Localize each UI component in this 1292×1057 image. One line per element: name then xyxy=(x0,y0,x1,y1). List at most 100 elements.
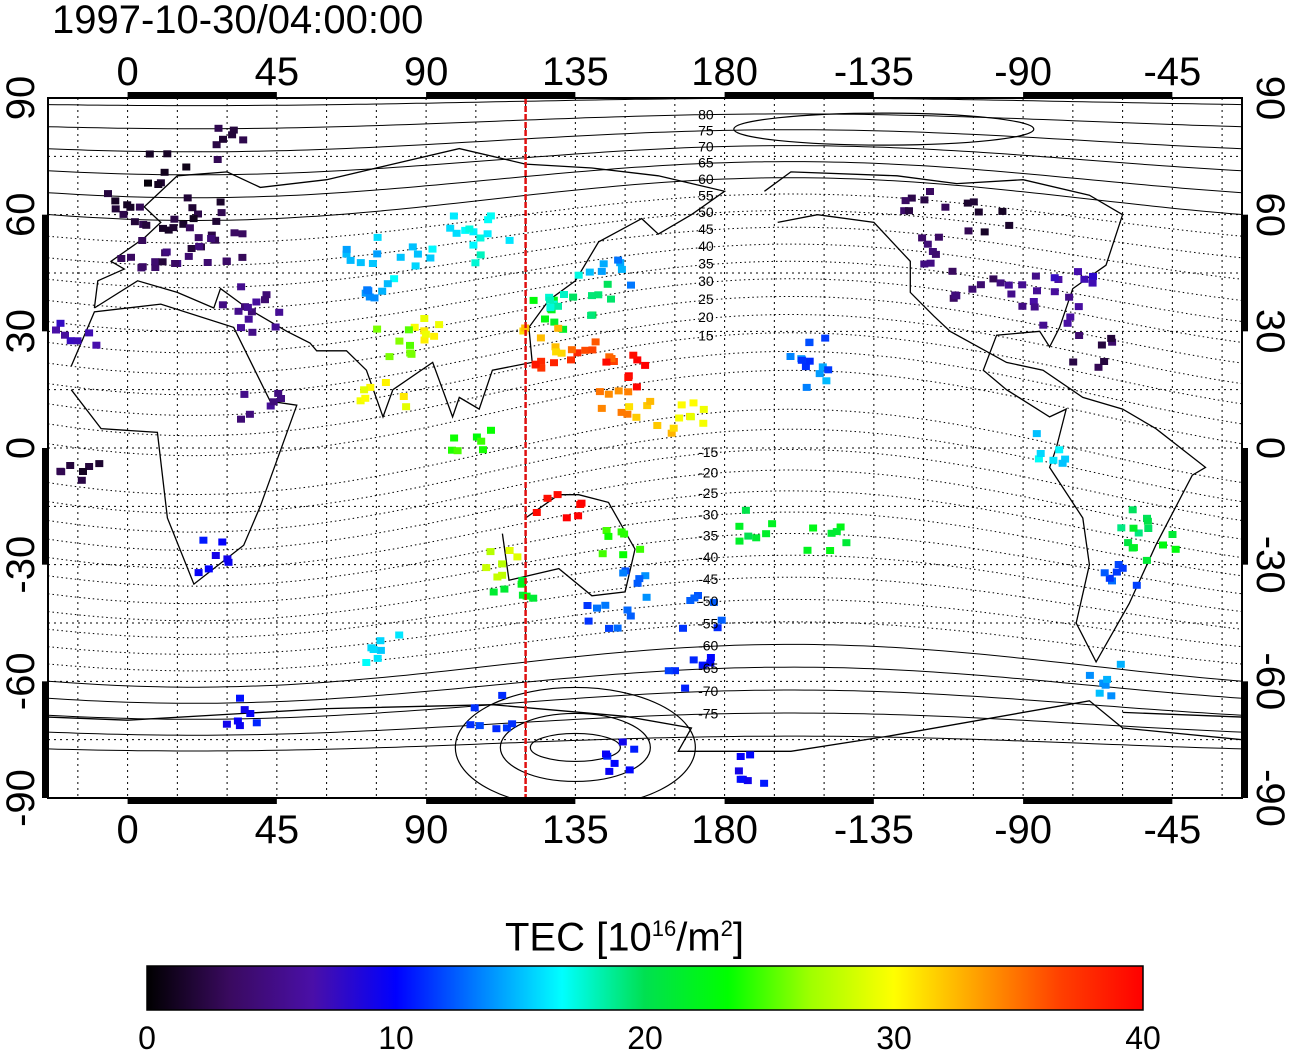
tec-sample xyxy=(623,606,632,614)
tec-sample xyxy=(194,234,203,242)
tec-sample xyxy=(1066,313,1075,321)
contour-line xyxy=(48,129,1242,153)
tec-sample xyxy=(376,646,385,654)
tec-sample xyxy=(373,233,382,241)
tec-sample xyxy=(1101,681,1110,689)
tec-sample xyxy=(1069,358,1078,366)
tec-sample xyxy=(266,402,275,410)
tec-sample xyxy=(356,259,365,267)
tec-sample xyxy=(453,447,462,455)
tec-sample xyxy=(537,357,546,365)
tec-sample xyxy=(269,398,278,406)
tec-sample xyxy=(492,725,501,733)
tec-sample xyxy=(1116,660,1125,668)
contour-label: -65 xyxy=(698,660,718,676)
tec-sample xyxy=(373,250,382,258)
tec-sample xyxy=(620,530,629,538)
tec-sample xyxy=(170,215,179,223)
tec-sample xyxy=(926,188,934,195)
tec-sample xyxy=(1132,581,1141,589)
tec-sample xyxy=(602,527,611,534)
tec-sample xyxy=(743,777,752,785)
tec-sample xyxy=(435,321,444,329)
tec-sample xyxy=(602,750,610,758)
tec-sample xyxy=(111,205,120,213)
tec-sample xyxy=(237,283,246,291)
tec-sample xyxy=(171,260,180,267)
tec-sample xyxy=(741,506,750,514)
tec-sample xyxy=(1128,506,1137,514)
tec-sample xyxy=(567,356,575,364)
y-tick-label: 0 xyxy=(0,437,43,459)
tec-sample xyxy=(247,308,256,316)
tec-sample xyxy=(667,429,676,437)
contour-label: -25 xyxy=(698,485,718,501)
tec-sample xyxy=(619,551,628,559)
tec-sample xyxy=(119,210,128,218)
tec-sample xyxy=(262,291,271,299)
tec-sample xyxy=(428,245,437,253)
tec-sample xyxy=(588,346,597,354)
tec-sample xyxy=(1117,524,1126,532)
tec-sample xyxy=(500,585,509,593)
tec-sample xyxy=(689,399,698,407)
tec-sample xyxy=(163,150,172,158)
tec-sample xyxy=(211,552,220,559)
pole-contour xyxy=(529,732,621,763)
tec-sample xyxy=(184,252,193,260)
tec-sample xyxy=(164,226,173,234)
x-tick-label: -135 xyxy=(834,50,914,94)
tec-sample xyxy=(356,397,365,405)
tec-sample xyxy=(498,560,507,568)
colorbar-title: TEC [1016/m2] xyxy=(505,915,745,960)
tec-sample xyxy=(493,573,502,581)
tec-sample xyxy=(976,281,985,289)
x-tick-label: -135 xyxy=(834,808,914,852)
tec-sample xyxy=(581,346,590,354)
tec-sample xyxy=(369,646,378,653)
tec-sample xyxy=(998,207,1007,215)
tec-sample xyxy=(229,126,238,134)
tec-sample xyxy=(554,324,563,332)
tec-sample xyxy=(450,434,459,442)
tec-sample xyxy=(130,218,139,226)
tec-sample xyxy=(550,318,559,326)
tec-sample xyxy=(182,163,191,171)
tec-sample xyxy=(1124,539,1133,547)
tec-sample xyxy=(677,401,686,409)
x-tick-label: 90 xyxy=(404,808,449,852)
x-axis-bottom-ticks: 0 45 90 135 180 -135 -90 -45 xyxy=(116,808,1201,852)
contour-line xyxy=(48,408,1242,495)
tec-sample xyxy=(185,224,194,232)
tec-sample xyxy=(907,194,916,202)
frame-bar xyxy=(724,92,874,98)
tec-sample xyxy=(508,720,517,728)
tec-sample xyxy=(752,534,761,542)
tec-sample xyxy=(1129,524,1138,532)
frame-tick-bars xyxy=(42,92,1248,804)
tec-sample xyxy=(964,227,973,235)
tec-sample xyxy=(569,293,578,301)
tec-sample xyxy=(498,691,507,699)
tec-sample xyxy=(476,234,485,242)
tec-sample xyxy=(832,528,841,536)
tec-sample xyxy=(138,263,147,271)
tec-sample xyxy=(826,547,835,554)
tec-sample xyxy=(1029,298,1038,305)
contour-label: 25 xyxy=(698,291,714,307)
tec-sample xyxy=(222,257,231,265)
contour-line xyxy=(48,621,1242,672)
contour-label: -20 xyxy=(698,464,718,480)
tec-sample xyxy=(675,414,684,422)
tec-sample xyxy=(1118,564,1127,572)
tec-sample xyxy=(803,546,812,554)
tec-sample xyxy=(448,446,456,454)
tec-sample xyxy=(513,553,522,561)
tec-sample xyxy=(477,437,486,445)
tec-sample xyxy=(934,233,943,241)
x-tick-label: -90 xyxy=(994,50,1052,94)
tec-sample xyxy=(399,393,408,400)
tec-sample xyxy=(404,326,413,334)
pole-contour xyxy=(454,686,696,798)
x-tick-label: -45 xyxy=(1143,808,1201,852)
